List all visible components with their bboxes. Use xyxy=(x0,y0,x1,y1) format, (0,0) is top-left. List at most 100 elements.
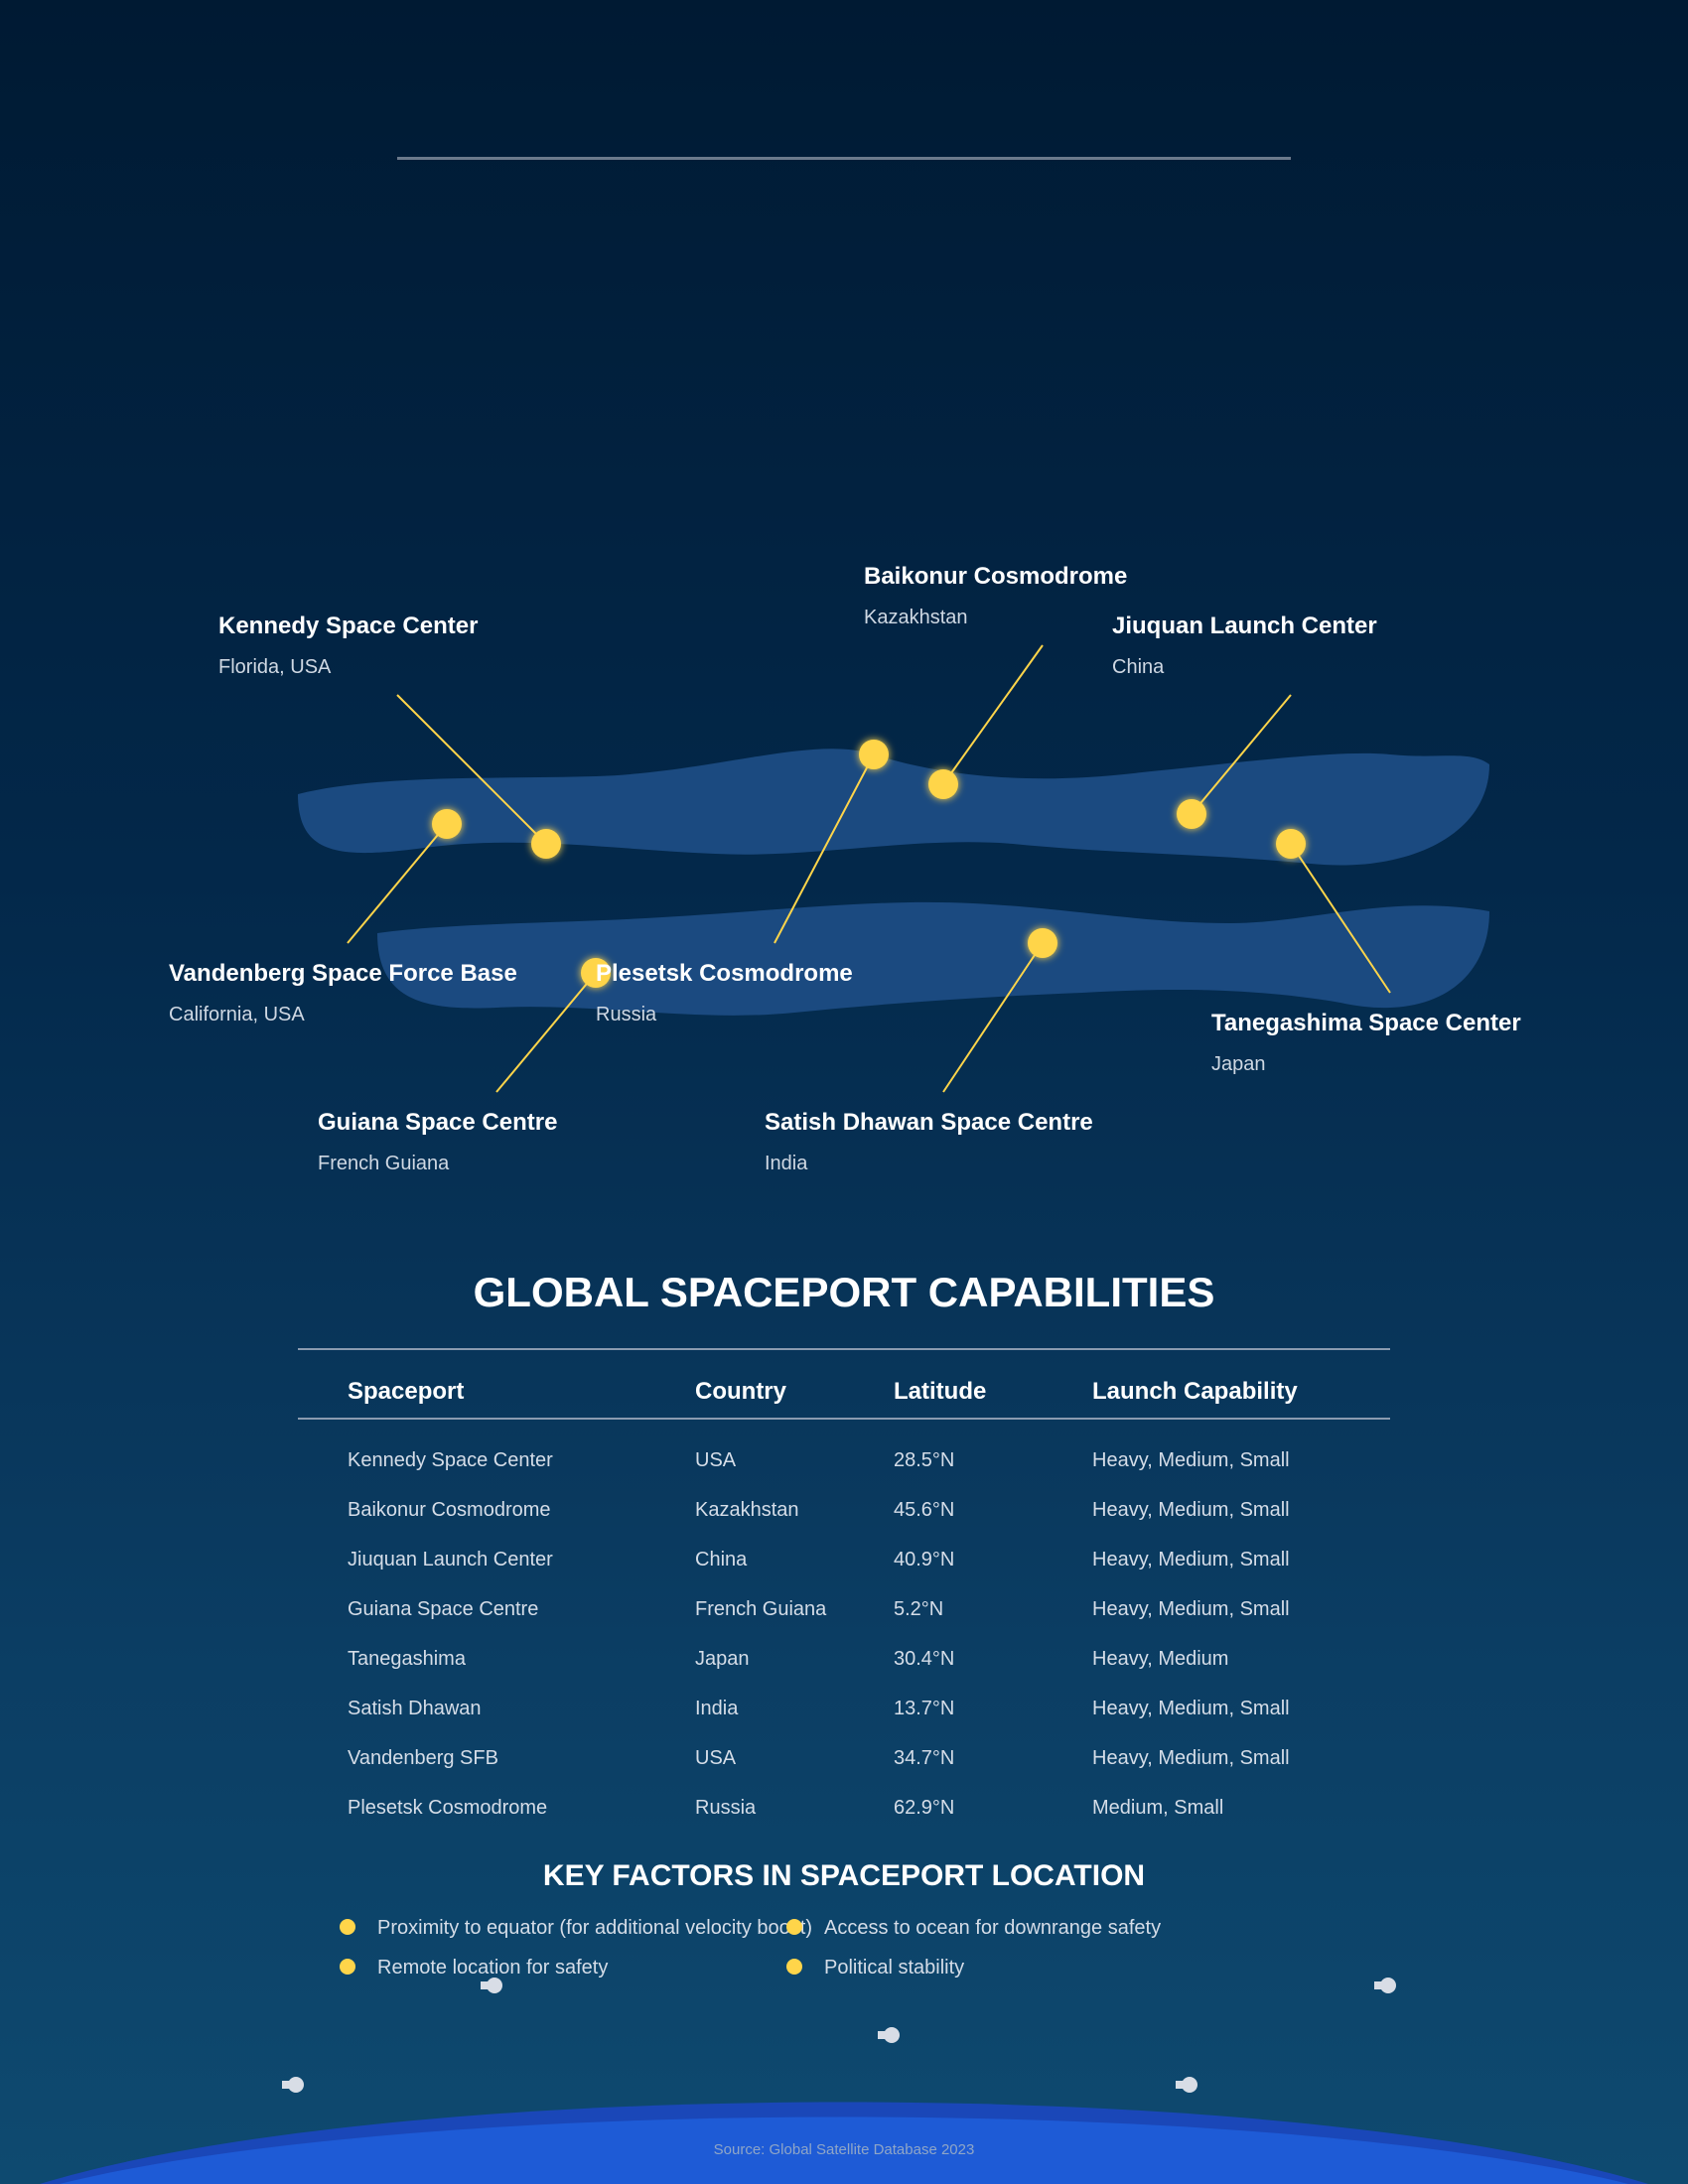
bullet-icon xyxy=(786,1959,802,1975)
cell-country: French Guiana xyxy=(695,1598,827,1620)
landmass-north xyxy=(298,749,1489,866)
cell-spaceport: Vandenberg SFB xyxy=(348,1747,498,1769)
cell-capability: Heavy, Medium xyxy=(1092,1648,1229,1670)
table-row: Satish Dhawan India 13.7°N Heavy, Medium… xyxy=(0,1698,1688,1727)
cell-latitude: 30.4°N xyxy=(894,1648,955,1670)
column-header-capability[interactable]: Launch Capability xyxy=(1092,1378,1298,1405)
leader-line-plesetsk xyxy=(774,753,875,944)
leader-lines xyxy=(347,644,1391,1093)
site-label-tanegashima[interactable]: Tanegashima Space Center Japan xyxy=(1211,1010,1521,1076)
site-name: Kennedy Space Center xyxy=(218,613,479,639)
table-header-rule xyxy=(298,1418,1390,1420)
column-header-latitude[interactable]: Latitude xyxy=(894,1378,987,1405)
site-label-satish[interactable]: Satish Dhawan Space Centre India xyxy=(765,1109,1093,1175)
satellite-icon xyxy=(878,2027,900,2043)
factor-item: Access to ocean for downrange safety xyxy=(786,1917,1162,1940)
marker-guiana[interactable] xyxy=(581,958,611,988)
cell-country: China xyxy=(695,1549,748,1570)
cell-capability: Heavy, Medium, Small xyxy=(1092,1549,1290,1570)
cell-country: USA xyxy=(695,1449,737,1471)
capabilities-title: GLOBAL SPACEPORT CAPABILITIES xyxy=(473,1269,1215,1315)
table-header: Spaceport Country Latitude Launch Capabi… xyxy=(0,1378,1688,1408)
site-markers xyxy=(432,740,1306,988)
site-name: Tanegashima Space Center xyxy=(1211,1010,1521,1036)
cell-spaceport: Kennedy Space Center xyxy=(348,1449,553,1471)
satellite-icon xyxy=(282,2077,304,2093)
site-country: Florida, USA xyxy=(218,656,332,678)
cell-capability: Medium, Small xyxy=(1092,1797,1224,1819)
cell-latitude: 62.9°N xyxy=(894,1797,955,1819)
cell-spaceport: Tanegashima xyxy=(348,1648,466,1670)
satellites xyxy=(282,1978,1396,2093)
cell-capability: Heavy, Medium, Small xyxy=(1092,1499,1290,1521)
site-name: Guiana Space Centre xyxy=(318,1109,558,1136)
cell-country: Russia xyxy=(695,1797,757,1819)
marker-satish[interactable] xyxy=(1028,928,1057,958)
site-label-plesetsk[interactable]: Plesetsk Cosmodrome Russia xyxy=(596,960,853,1026)
marker-tanegashima[interactable] xyxy=(1276,829,1306,859)
site-label-jiuquan[interactable]: Jiuquan Launch Center China xyxy=(1112,613,1377,679)
cell-spaceport: Satish Dhawan xyxy=(348,1698,482,1719)
cell-spaceport: Plesetsk Cosmodrome xyxy=(348,1797,548,1819)
site-name: Baikonur Cosmodrome xyxy=(864,563,1128,590)
top-rule xyxy=(397,157,1291,160)
factor-item: Proximity to equator (for additional vel… xyxy=(340,1917,812,1940)
marker-plesetsk[interactable] xyxy=(859,740,889,769)
table-row: Baikonur Cosmodrome Kazakhstan 45.6°N He… xyxy=(0,1499,1688,1529)
site-country: Japan xyxy=(1211,1053,1266,1075)
site-label-baikonur[interactable]: Baikonur Cosmodrome Kazakhstan xyxy=(864,563,1127,629)
cell-latitude: 5.2°N xyxy=(894,1598,944,1620)
landmass-south xyxy=(377,901,1489,1016)
table-top-rule xyxy=(298,1348,1390,1350)
factor-text: Political stability xyxy=(824,1957,965,1979)
leader-line-guiana xyxy=(495,972,597,1093)
cell-capability: Heavy, Medium, Small xyxy=(1092,1698,1290,1719)
cell-country: India xyxy=(695,1698,739,1719)
cell-latitude: 45.6°N xyxy=(894,1499,955,1521)
cell-latitude: 13.7°N xyxy=(894,1698,955,1719)
site-country: California, USA xyxy=(169,1004,305,1025)
marker-kennedy[interactable] xyxy=(531,829,561,859)
site-label-guiana[interactable]: Guiana Space Centre French Guiana xyxy=(318,1109,557,1175)
leader-line-kennedy xyxy=(396,694,547,845)
satellite-icon xyxy=(1176,2077,1197,2093)
site-label-kennedy[interactable]: Kennedy Space Center Florida, USA xyxy=(218,613,478,679)
leader-line-jiuquan xyxy=(1191,694,1292,815)
satellite-icon xyxy=(481,1978,502,1993)
source-note: Source: Global Satellite Database 2023 xyxy=(713,2141,975,2158)
cell-capability: Heavy, Medium, Small xyxy=(1092,1598,1290,1620)
site-name: Plesetsk Cosmodrome xyxy=(596,960,853,987)
bullet-icon xyxy=(786,1919,802,1935)
site-country: French Guiana xyxy=(318,1153,450,1174)
table-row: Kennedy Space Center USA 28.5°N Heavy, M… xyxy=(0,1449,1688,1479)
cell-latitude: 28.5°N xyxy=(894,1449,955,1471)
site-country: Russia xyxy=(596,1004,657,1025)
marker-jiuquan[interactable] xyxy=(1177,799,1206,829)
factor-text: Proximity to equator (for additional vel… xyxy=(377,1917,812,1939)
leader-line-baikonur xyxy=(942,644,1044,785)
table-row: Guiana Space Centre French Guiana 5.2°N … xyxy=(0,1598,1688,1628)
leader-line-vandenberg xyxy=(347,823,448,944)
cell-country: Kazakhstan xyxy=(695,1499,799,1521)
factor-item: Political stability xyxy=(786,1957,965,1979)
site-name: Jiuquan Launch Center xyxy=(1112,613,1377,639)
factor-text: Remote location for safety xyxy=(377,1957,609,1979)
marker-baikonur[interactable] xyxy=(928,769,958,799)
site-country: Kazakhstan xyxy=(864,607,968,628)
cell-capability: Heavy, Medium, Small xyxy=(1092,1747,1290,1769)
factor-text: Access to ocean for downrange safety xyxy=(824,1917,1162,1939)
leader-line-satish xyxy=(942,942,1044,1093)
leader-line-tanegashima xyxy=(1290,843,1391,994)
satellite-icon xyxy=(1374,1978,1396,1993)
table-row: Jiuquan Launch Center China 40.9°N Heavy… xyxy=(0,1549,1688,1578)
site-country: China xyxy=(1112,656,1165,678)
column-header-spaceport[interactable]: Spaceport xyxy=(348,1378,465,1405)
site-name: Satish Dhawan Space Centre xyxy=(765,1109,1093,1136)
table-row: Tanegashima Japan 30.4°N Heavy, Medium xyxy=(0,1648,1688,1678)
column-header-country[interactable]: Country xyxy=(695,1378,786,1405)
marker-vandenberg[interactable] xyxy=(432,809,462,839)
earth-horizon xyxy=(60,2116,1628,2184)
cell-country: Japan xyxy=(695,1648,750,1670)
site-label-vandenberg[interactable]: Vandenberg Space Force Base California, … xyxy=(169,960,517,1026)
